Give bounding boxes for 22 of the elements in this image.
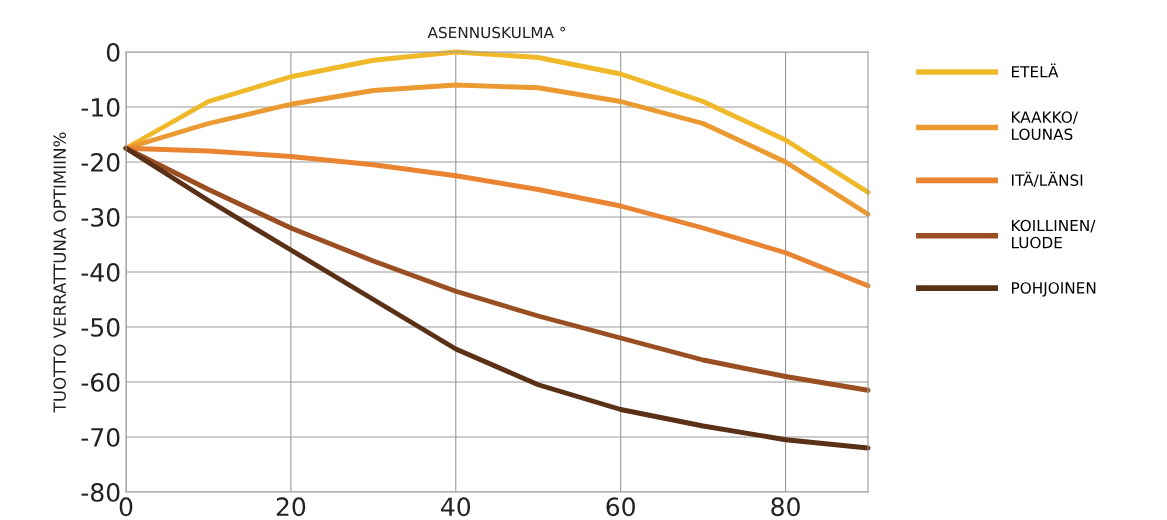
x-tick-label: 80	[771, 497, 800, 517]
y-tick-label: -40	[81, 262, 120, 282]
y-axis-title: TUOTTO VERRATTUNA OPTIMIIN%	[53, 132, 66, 413]
y-tick-label: -50	[81, 317, 120, 337]
y-tick-label: -70	[81, 427, 120, 447]
x-tick-label: 40	[441, 497, 471, 517]
legend-label: ITÄ/LÄNSI	[1012, 171, 1083, 188]
y-tick-label: -20	[81, 152, 120, 172]
line-series	[123, 145, 871, 451]
x-tick-label: 60	[606, 497, 635, 517]
x-axis-title: ASENNUSKULMA °	[427, 26, 566, 39]
legend-label: ETELÄ	[1012, 63, 1059, 78]
y-tick-label: -30	[81, 207, 120, 227]
y-tick-label: -10	[81, 97, 120, 117]
x-tick-label: 0	[119, 497, 133, 517]
y-tick-label: -80	[81, 482, 120, 502]
legend-label: POHJOINEN	[1012, 282, 1096, 297]
legend-label: KOILLINEN/ LUODE	[1012, 219, 1096, 249]
y-tick-label: 0	[106, 42, 120, 62]
y-tick-label: -60	[81, 372, 120, 392]
x-tick-label: 20	[276, 497, 306, 517]
legend-label: KAAKKO/ LOUNAS	[1012, 111, 1078, 141]
